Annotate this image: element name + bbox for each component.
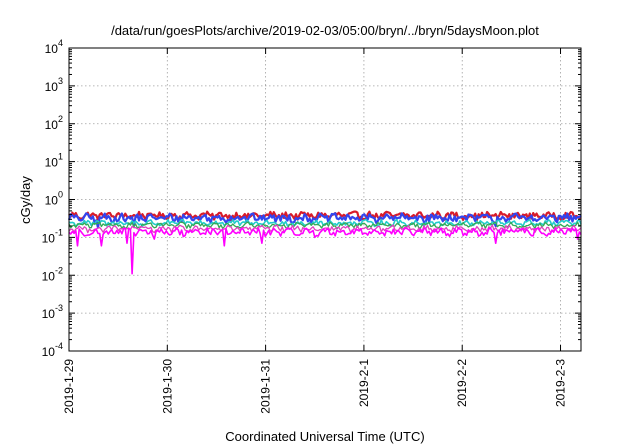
y-tick-label: 10-4 [42,341,63,359]
plot-area [67,210,582,275]
y-tick-exponent: 2 [58,114,63,124]
y-tick-base: 10 [42,269,56,283]
y-tick-label: 10-3 [42,303,63,321]
x-tick-label: 2019-1-30 [160,359,174,414]
y-tick-base: 10 [45,194,59,208]
y-tick-exponent: 0 [58,190,63,200]
y-tick-label: 100 [45,190,63,208]
series-line [68,210,582,222]
y-tick-label: 103 [45,76,63,94]
y-tick-exponent: 3 [58,76,63,86]
y-tick-label: 10-1 [42,227,63,245]
y-tick-base: 10 [45,42,59,56]
y-tick-exponent: -4 [55,341,63,351]
y-tick-exponent: 4 [58,38,63,48]
y-tick-base: 10 [42,345,56,359]
x-tick-label: 2019-2-2 [455,359,469,407]
y-tick-label: 101 [45,152,63,170]
x-tick-label: 2019-1-29 [62,359,76,414]
chart-title: /data/run/goesPlots/archive/2019-02-03/0… [111,23,539,38]
y-tick-exponent: -3 [55,303,63,313]
x-tick-label: 2019-2-1 [357,359,371,407]
y-tick-exponent: -2 [55,265,63,275]
series-line [68,224,582,234]
y-axis-label: cGy/day [18,176,33,224]
y-tick-label: 10-2 [42,265,63,283]
y-tick-exponent: 1 [58,152,63,162]
y-tick-label: 102 [45,114,63,132]
y-tick-base: 10 [45,156,59,170]
x-axis: 2019-1-29 2019-1-30 2019-1-31 2019-2-1 2019-… [62,48,568,414]
x-tick-label: 2019-1-31 [259,359,273,414]
x-axis-label: Coordinated Universal Time (UTC) [225,429,424,444]
series-line [68,227,582,275]
y-tick-base: 10 [45,118,59,132]
y-tick-label: 104 [45,38,63,56]
y-tick-base: 10 [45,80,59,94]
series-line [67,212,582,229]
series-line [68,221,582,230]
y-tick-base: 10 [42,231,56,245]
grid [68,47,581,352]
x-tick-label: 2019-2-3 [554,359,568,407]
y-tick-base: 10 [42,307,56,321]
y-tick-exponent: -1 [55,227,63,237]
